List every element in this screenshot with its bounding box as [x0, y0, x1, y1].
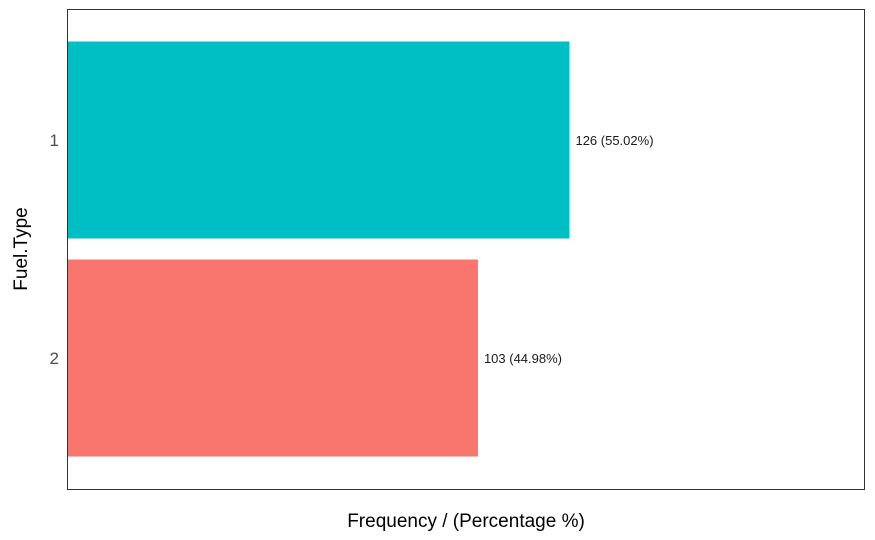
bar-data-label-1: 126 (55.02%): [575, 133, 653, 148]
y-axis-title: Fuel.Type: [11, 207, 32, 290]
bar-2: [68, 259, 478, 457]
bars-layer: [68, 41, 570, 457]
y-axis-ticks: 12: [50, 131, 59, 368]
bar-data-label-2: 103 (44.98%): [484, 351, 562, 366]
bar-1: [68, 41, 570, 239]
x-axis-title: Frequency / (Percentage %): [347, 511, 585, 532]
bar-labels-layer: 126 (55.02%) 103 (44.98%): [484, 133, 654, 366]
y-tick-label-1: 1: [50, 131, 59, 150]
y-tick-label-2: 2: [50, 349, 59, 368]
